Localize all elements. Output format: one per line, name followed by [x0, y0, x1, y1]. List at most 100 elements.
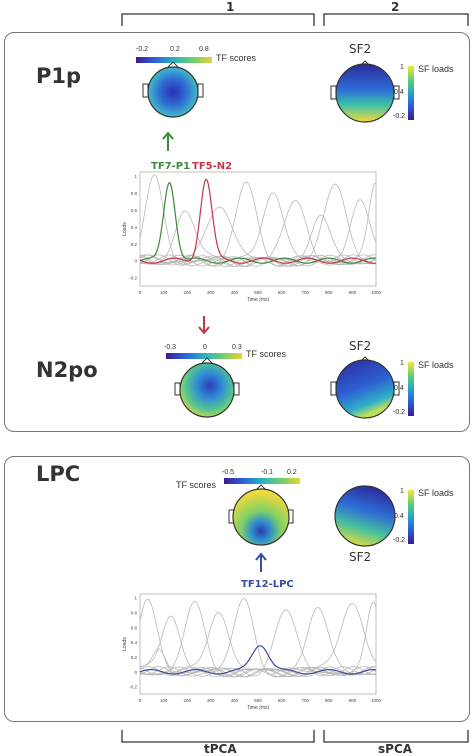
- panel-late-component: [4, 456, 470, 722]
- chart2-y-tick-1: 0.8: [131, 611, 138, 616]
- tf-scores-label-top: TF scores: [216, 53, 257, 63]
- chart1-gray-curve-6: [139, 214, 377, 268]
- red-down-arrow-icon: [198, 316, 210, 335]
- lpc-sf-tick-1: 1: [400, 488, 404, 495]
- chart2-x-tick-4: 400: [231, 698, 239, 703]
- blue-up-arrow-icon: [255, 552, 267, 572]
- tf7-p1-label: TF7-P1: [151, 161, 191, 172]
- chart1-series-tf5-n2: [139, 178, 377, 264]
- n2po-title: N2po: [36, 358, 98, 382]
- column-2-label: 2: [391, 0, 400, 14]
- chart2-x-tick-3: 300: [207, 698, 215, 703]
- chart2-y-tick-3: 0.4: [131, 640, 138, 645]
- chart1-y-tick-3: 0.4: [131, 225, 138, 230]
- chart1-gray-curve-3: [139, 181, 377, 267]
- chart1-x-tick-4: 400: [231, 290, 239, 295]
- p1p-title: P1p: [36, 64, 82, 88]
- chart2-y-tick-5: 0: [134, 670, 137, 675]
- chart1-y-tick-4: 0.2: [131, 242, 138, 247]
- n2po-topomap: [174, 357, 240, 418]
- lpc-sf2-label: SF2: [349, 550, 372, 564]
- chart1-x-axis-label: Time (ms): [247, 297, 270, 303]
- chart2-y-tick-4: 0.2: [131, 655, 138, 660]
- sf2-top-label: SF2: [349, 42, 372, 56]
- chart2-x-tick-0: 0: [139, 698, 142, 703]
- top-brackets: [121, 13, 469, 26]
- chart2-x-tick-9: 900: [349, 698, 357, 703]
- p1p-topomap: [142, 62, 204, 118]
- chart2-x-tick-2: 200: [183, 698, 191, 703]
- chart1-y-tick-2: 0.6: [131, 208, 138, 213]
- chart1-y-tick-0: 1: [134, 174, 137, 179]
- chart1-x-tick-0: 0: [139, 290, 142, 295]
- chart2-gray-curve-9: [139, 601, 377, 678]
- sf-tick-top-2: 0.4: [394, 89, 404, 96]
- chart2-x-tick-7: 700: [301, 698, 309, 703]
- lpc-tf-tick-2: -0.1: [261, 469, 274, 476]
- chart2-x-tick-5: 500: [254, 698, 262, 703]
- chart1-y-tick-1: 0.8: [131, 191, 138, 196]
- lpc-tf-scores-colorbar: [224, 478, 300, 484]
- chart1-x-tick-7: 700: [301, 290, 309, 295]
- lpc-topomap: [228, 484, 294, 546]
- chart1-y-tick-5: 0: [134, 259, 137, 264]
- lpc-sf2-topomap: [334, 485, 396, 547]
- tf-scores-label-bottom: TF scores: [246, 349, 287, 359]
- sf-tick-bottom-3: -0.2: [393, 409, 406, 416]
- lpc-sf-tick-2: 0.4: [394, 513, 404, 520]
- lpc-tf-scores-label: TF scores: [176, 480, 217, 490]
- tf12-lpc-label: TF12-LPC: [241, 579, 294, 590]
- spca-label: sPCA: [378, 742, 413, 756]
- lpc-sf-loads-colorbar: [408, 490, 414, 544]
- chart2-gray-curve-5: [140, 609, 376, 677]
- sf-tick-top-3: -0.2: [393, 113, 406, 120]
- chart2-x-tick-1: 100: [160, 698, 168, 703]
- chart1-x-tick-9: 900: [349, 290, 357, 295]
- chart2-series-tf12-lpc: [139, 645, 377, 675]
- chart2-plot-frame: [139, 593, 377, 695]
- tf-scores-colorbar-bottom: [166, 353, 242, 359]
- loads-chart-1: 1 0.8 0.6 0.4 0.2 0 -0.2 0 100 200 300 400 500 600 700…: [122, 171, 382, 303]
- chart1-plot-frame: [139, 171, 377, 287]
- sf-loads-label-top: SF loads: [418, 64, 454, 74]
- chart1-x-tick-1: 100: [160, 290, 168, 295]
- sf-tick-bottom-2: 0.4: [394, 385, 404, 392]
- chart1-y-axis-label: Loads: [122, 222, 128, 236]
- chart1-y-tick-6: -0.2: [129, 276, 137, 281]
- loads-chart-2: 1 0.8 0.6 0.4 0.2 0 -0.2 0 100 200 300 400 500 600 700…: [122, 593, 382, 711]
- chart2-gray-curve-6: [139, 607, 377, 678]
- tf-tick-top-2: 0.2: [170, 46, 180, 53]
- chart1-x-tick-2: 200: [183, 290, 191, 295]
- chart2-gray-curve-7: [139, 603, 377, 678]
- tpca-label: tPCA: [204, 742, 237, 756]
- chart2-y-tick-0: 1: [134, 596, 137, 601]
- sf-loads-label-bottom: SF loads: [418, 360, 454, 370]
- tf-tick-bottom-3: 0.3: [232, 344, 242, 351]
- tf-tick-bottom-2: 0: [203, 344, 207, 351]
- lpc-title: LPC: [36, 462, 81, 486]
- sf-tick-bottom-1: 1: [400, 360, 404, 367]
- sf2-bottom-topomap: [330, 356, 400, 419]
- tf-tick-top-3: 0.8: [199, 46, 209, 53]
- lpc-tf-tick-1: -0.5: [222, 469, 235, 476]
- sf-loads-colorbar-bottom: [408, 362, 414, 416]
- lpc-tf-tick-3: 0.2: [287, 469, 297, 476]
- sf-loads-colorbar-top: [408, 66, 414, 120]
- chart2-y-tick-2: 0.6: [131, 625, 138, 630]
- chart2-x-tick-6: 600: [278, 698, 286, 703]
- chart1-x-tick-8: 800: [325, 290, 333, 295]
- chart2-y-axis-label: Loads: [122, 637, 128, 651]
- tf-scores-colorbar-top: [136, 57, 212, 63]
- bottom-brackets: [121, 730, 469, 743]
- chart2-x-tick-8: 800: [325, 698, 333, 703]
- sf2-top-topomap: [330, 60, 400, 123]
- sf-tick-top-1: 1: [400, 64, 404, 71]
- chart1-series-tf7-p1: [139, 181, 377, 264]
- tf-tick-bottom-1: -0.3: [164, 344, 177, 351]
- column-1-label: 1: [226, 0, 235, 14]
- chart1-gray-curve-8: [139, 199, 377, 267]
- lpc-sf-loads-label: SF loads: [418, 488, 454, 498]
- green-up-arrow-icon: [162, 131, 174, 151]
- chart2-y-tick-6: -0.2: [129, 685, 137, 690]
- chart1-x-tick-10: 1000: [371, 290, 382, 295]
